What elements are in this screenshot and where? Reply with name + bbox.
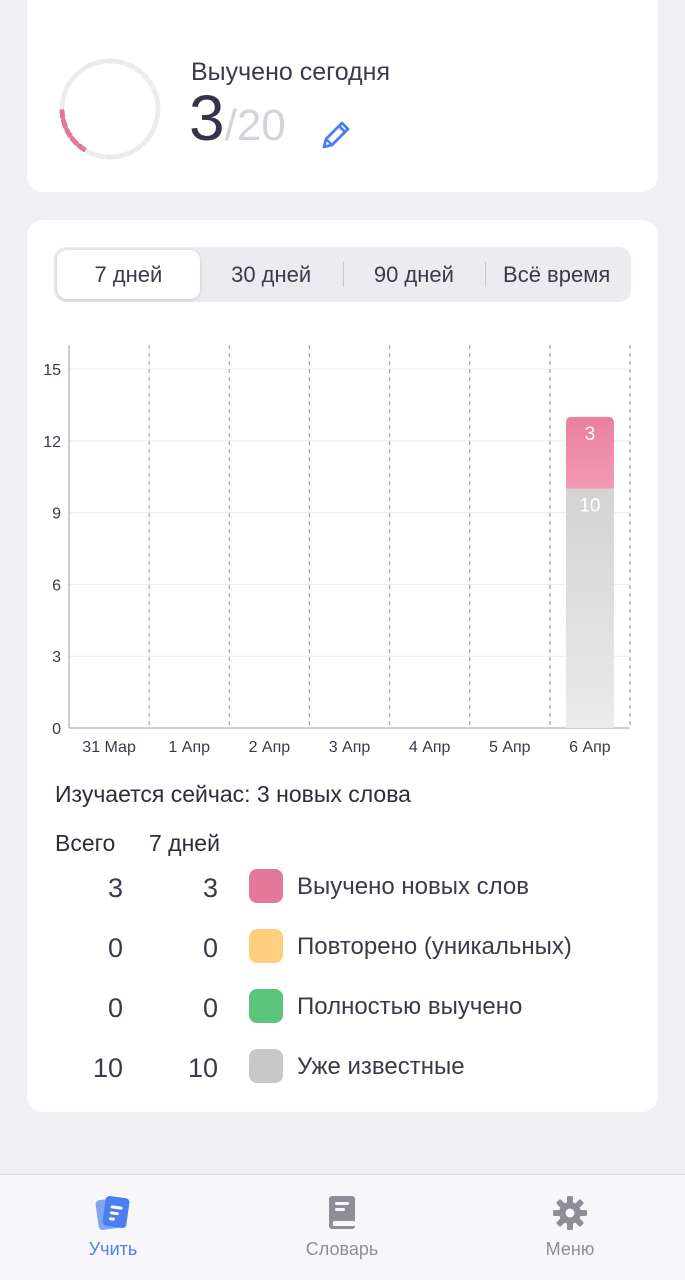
stat-row: 3 3 Выучено новых слов	[27, 867, 658, 907]
x-tick-label: 31 Мар	[82, 739, 136, 756]
learned-today-label: Выучено сегодня	[191, 58, 390, 86]
bar-segment	[565, 416, 614, 489]
ring-segment-remaining	[133, 143, 144, 153]
daily-goal: /20	[224, 101, 286, 150]
ring-segment-remaining	[59, 98, 66, 110]
x-tick-label: 3 Апр	[329, 739, 371, 756]
ring-segment-remaining	[154, 98, 161, 110]
stat-week: 0	[202, 933, 218, 963]
ring-segment-remaining	[152, 88, 160, 100]
bottom-tab-bar: Учить Словарь Меню	[0, 1174, 685, 1280]
cards-icon	[95, 1195, 130, 1231]
ring-segment-remaining	[94, 58, 106, 66]
ring-segment-remaining	[94, 152, 106, 159]
ring-segment-done	[64, 127, 73, 139]
stat-label: Выучено новых слов	[297, 873, 530, 900]
tab-divider	[485, 262, 487, 287]
legend-swatch	[249, 869, 283, 903]
ring-segment-remaining	[64, 79, 73, 91]
stat-total: 3	[107, 873, 123, 903]
stat-week: 0	[202, 993, 218, 1023]
column-header-7-days: 7 дней	[149, 830, 220, 856]
stat-total: 0	[107, 993, 123, 1023]
period-tab-all-time[interactable]: Всё время	[485, 250, 628, 299]
period-tab-7-days[interactable]: 7 дней	[57, 250, 200, 299]
tab-menu-label: Меню	[545, 1239, 595, 1259]
x-tick-label: 1 Апр	[168, 739, 210, 756]
ring-segment-remaining	[124, 61, 135, 70]
ring-segment-remaining	[114, 59, 126, 66]
daily-progress-card: Выучено сегодня 3/20	[27, 0, 658, 192]
column-header-total: Всего	[55, 830, 116, 856]
legend-swatch	[249, 989, 283, 1023]
daily-progress-ring	[59, 58, 161, 160]
ring-segment-remaining	[114, 152, 126, 160]
stat-row: 0 0 Полностью выучено	[27, 987, 658, 1027]
legend-swatch	[249, 929, 283, 963]
stat-total: 10	[92, 1053, 123, 1083]
ring-segment-remaining	[147, 127, 156, 139]
ring-segment-remaining	[154, 108, 161, 120]
stat-total: 0	[107, 933, 123, 963]
ring-segment-remaining	[133, 65, 144, 75]
daily-words-chart: 0 3 6 9 12 15 31 Мар 1 Апр 2 Апр 3 Апр 4 Апр 5 Апр 6…	[43, 345, 631, 756]
tab-divider	[342, 262, 344, 287]
stat-row: 10 10 Уже известные	[27, 1047, 658, 1087]
tab-menu[interactable]: Меню	[500, 1193, 640, 1260]
pencil-icon[interactable]	[318, 117, 354, 153]
x-tick-label: 2 Апр	[249, 739, 291, 756]
ring-segment-done	[76, 143, 87, 153]
ring-segment-remaining	[85, 148, 96, 157]
period-tab-label: Всё время	[503, 261, 611, 287]
bar-segment	[565, 488, 614, 728]
tab-dictionary-label: Словарь	[305, 1239, 379, 1259]
x-tick-label: 5 Апр	[489, 739, 531, 756]
stat-label: Повторено (уникальных)	[297, 933, 572, 960]
stat-row: 0 0 Повторено (уникальных)	[27, 927, 658, 967]
learned-today-count: 3/20	[189, 80, 286, 157]
period-tab-90-days[interactable]: 90 дней	[342, 250, 486, 299]
ring-segment-remaining	[85, 61, 96, 69]
x-tick-label: 4 Апр	[409, 739, 451, 756]
ring-segment-remaining	[76, 65, 87, 75]
period-tab-label: 90 дней	[373, 261, 454, 287]
y-tick-label: 3	[52, 649, 61, 666]
period-tab-label: 7 дней	[94, 261, 163, 287]
y-tick-label: 15	[43, 362, 61, 379]
y-tick-label: 12	[43, 434, 61, 451]
stat-label: Полностью выучено	[297, 993, 523, 1020]
ring-segment-remaining	[140, 136, 151, 146]
studying-now-text: Изучается сейчас: 3 новых слова	[55, 781, 411, 807]
tab-learn[interactable]: Учить	[43, 1193, 183, 1260]
book-icon	[329, 1196, 355, 1229]
period-tab-label: 30 дней	[231, 261, 312, 287]
bar-value-label: 3	[585, 424, 596, 445]
stat-label: Уже известные	[297, 1053, 465, 1080]
tab-dictionary[interactable]: Словарь	[272, 1193, 412, 1260]
tab-learn-label: Учить	[88, 1239, 138, 1259]
ring-segment-remaining	[147, 79, 156, 91]
y-tick-label: 9	[52, 506, 61, 523]
legend-swatch	[249, 1049, 283, 1083]
ring-segment-done	[59, 108, 66, 120]
ring-segment-remaining	[69, 72, 80, 82]
period-selector: 7 дней 30 дней 90 дней Всё время	[54, 247, 631, 302]
x-tick-label: 6 Апр	[569, 739, 611, 756]
y-tick-label: 0	[52, 721, 61, 738]
ring-segment-remaining	[61, 88, 68, 100]
gear-icon	[553, 1196, 587, 1230]
period-tab-30-days[interactable]: 30 дней	[200, 250, 343, 299]
ring-segment-remaining	[152, 118, 159, 130]
learned-count: 3	[189, 82, 225, 154]
ring-segment-done	[60, 118, 68, 130]
ring-segment-remaining	[141, 72, 151, 82]
statistics-card: 7 дней 30 дней 90 дней Всё время 0 3 6 9 12 1…	[27, 220, 658, 1112]
ring-segment-done	[69, 136, 79, 146]
ring-segment-remaining	[124, 149, 135, 157]
stat-week: 3	[202, 873, 218, 903]
y-tick-label: 6	[52, 577, 61, 594]
stat-week: 10	[187, 1053, 218, 1083]
bar-value-label: 10	[579, 496, 600, 517]
